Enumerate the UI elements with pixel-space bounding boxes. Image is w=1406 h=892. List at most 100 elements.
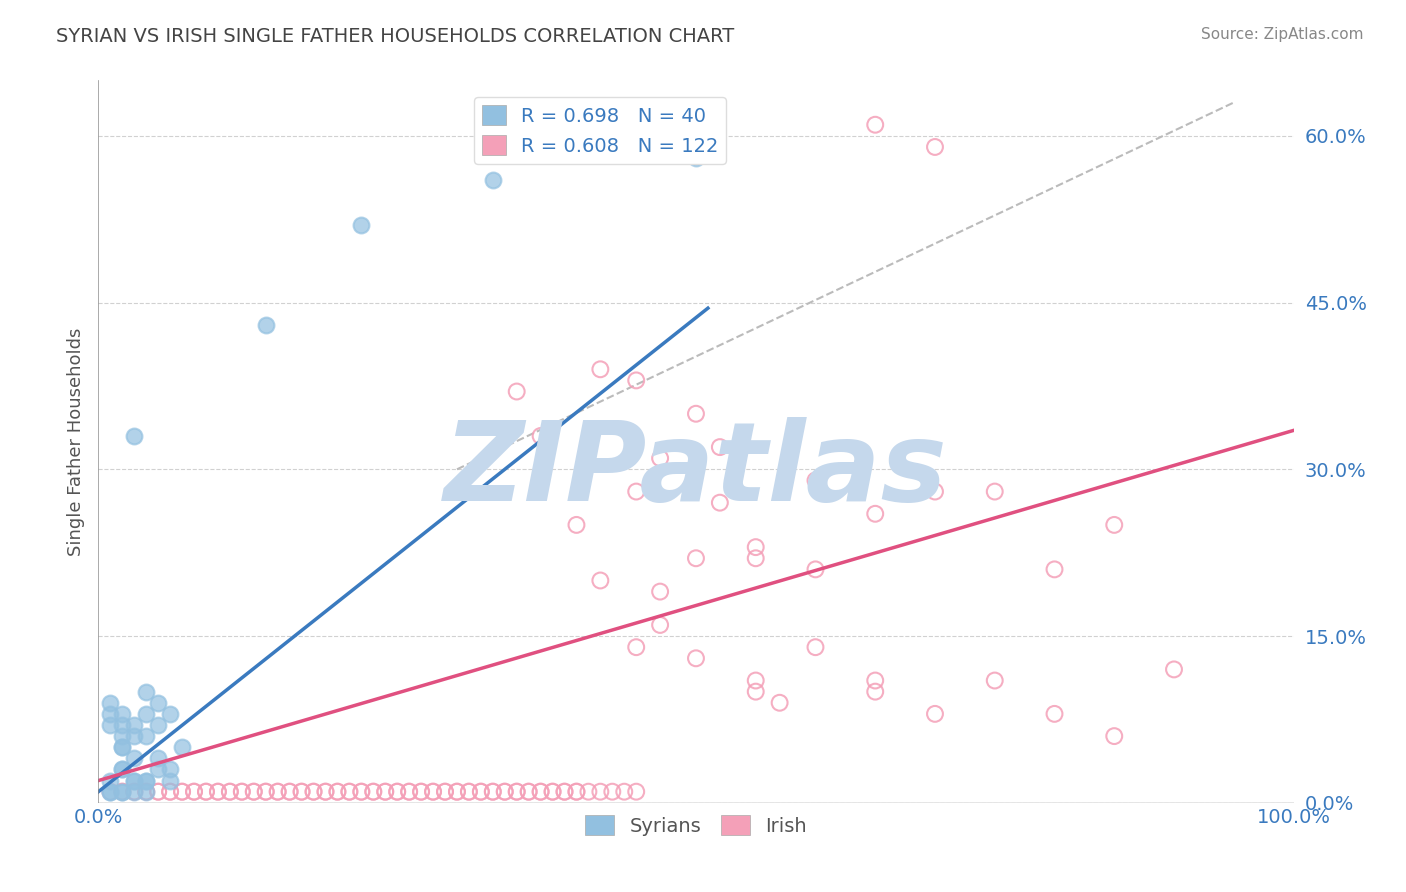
Point <box>148 785 170 799</box>
Point <box>111 763 134 777</box>
Point <box>124 785 146 799</box>
Point <box>219 785 242 799</box>
Point <box>98 696 122 710</box>
Point <box>231 785 253 799</box>
Point <box>804 562 827 576</box>
Point <box>302 785 325 799</box>
Point <box>219 785 242 799</box>
Point <box>111 785 134 799</box>
Point <box>339 785 361 799</box>
Point <box>254 785 277 799</box>
Point <box>374 785 396 799</box>
Point <box>195 785 218 799</box>
Point <box>111 740 134 755</box>
Point <box>135 785 157 799</box>
Point <box>350 785 373 799</box>
Point <box>506 785 529 799</box>
Point <box>422 785 444 799</box>
Text: ZIPatlas: ZIPatlas <box>444 417 948 524</box>
Point <box>745 551 768 566</box>
Point <box>254 785 277 799</box>
Point <box>159 785 181 799</box>
Point <box>685 151 707 165</box>
Point <box>481 173 505 187</box>
Point <box>626 785 648 799</box>
Point <box>254 318 277 332</box>
Point <box>709 440 731 454</box>
Point <box>267 785 290 799</box>
Point <box>481 785 505 799</box>
Point <box>865 673 887 688</box>
Point <box>565 785 588 799</box>
Point <box>530 785 553 799</box>
Point <box>626 484 648 499</box>
Point <box>148 751 170 765</box>
Point <box>648 618 672 632</box>
Point <box>111 785 134 799</box>
Point <box>517 785 540 799</box>
Point <box>685 407 707 421</box>
Point <box>470 785 492 799</box>
Point <box>745 540 768 554</box>
Point <box>111 763 134 777</box>
Y-axis label: Single Father Households: Single Father Households <box>66 327 84 556</box>
Point <box>541 785 564 799</box>
Point <box>578 785 600 799</box>
Point <box>183 785 205 799</box>
Point <box>434 785 457 799</box>
Point <box>326 785 349 799</box>
Point <box>517 785 540 799</box>
Point <box>291 785 314 799</box>
Point <box>685 651 707 665</box>
Point <box>804 474 827 488</box>
Point <box>278 785 301 799</box>
Point <box>124 773 146 788</box>
Point <box>243 785 266 799</box>
Point <box>350 785 373 799</box>
Point <box>984 484 1007 499</box>
Point <box>648 451 672 466</box>
Point <box>159 706 181 721</box>
Point <box>494 785 516 799</box>
Point <box>709 496 731 510</box>
Point <box>124 773 146 788</box>
Point <box>124 785 146 799</box>
Point <box>565 517 588 532</box>
Point <box>148 718 170 732</box>
Point <box>494 785 516 799</box>
Point <box>111 729 134 743</box>
Point <box>530 785 553 799</box>
Point <box>124 751 146 765</box>
Point <box>135 773 157 788</box>
Point <box>745 673 768 688</box>
Point <box>243 785 266 799</box>
Point <box>434 785 457 799</box>
Point <box>172 785 194 799</box>
Point <box>291 785 314 799</box>
Point <box>315 785 337 799</box>
Point <box>183 785 205 799</box>
Point <box>374 785 396 799</box>
Point <box>159 763 181 777</box>
Point <box>148 696 170 710</box>
Point <box>1104 729 1126 743</box>
Point <box>554 785 576 799</box>
Point <box>207 785 229 799</box>
Point <box>924 140 946 154</box>
Point <box>589 574 612 588</box>
Point <box>446 785 468 799</box>
Point <box>768 696 790 710</box>
Point <box>326 785 349 799</box>
Point <box>1163 662 1185 676</box>
Point <box>195 785 218 799</box>
Point <box>589 785 612 799</box>
Point <box>924 706 946 721</box>
Point <box>411 785 433 799</box>
Point <box>865 507 887 521</box>
Point <box>411 785 433 799</box>
Point <box>506 384 529 399</box>
Point <box>267 785 290 799</box>
Point <box>385 785 409 799</box>
Point <box>98 773 122 788</box>
Point <box>626 373 648 387</box>
